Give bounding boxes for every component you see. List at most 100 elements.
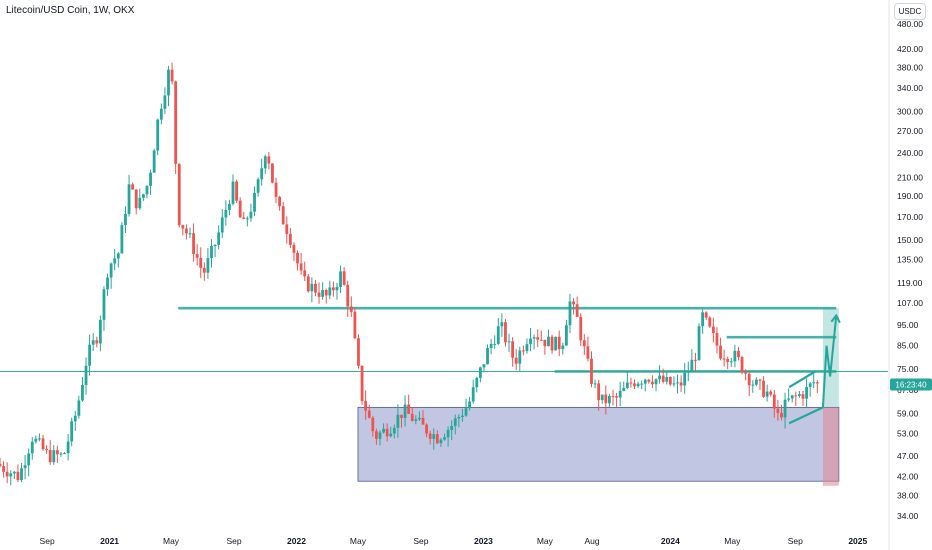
candle-body-65 <box>231 181 235 204</box>
candle-body-62 <box>220 217 224 233</box>
candle-body-141 <box>504 322 507 343</box>
candle-body-106 <box>378 432 382 439</box>
candle-body-161 <box>575 304 579 317</box>
candle-body-169 <box>604 394 608 404</box>
x-axis[interactable]: Sep 2021 May Sep 2022 May Sep 2023 May Aug 2024 May… <box>40 536 868 546</box>
candle-body-164 <box>586 346 590 359</box>
candle-body-3 <box>9 473 13 477</box>
y-tick-label: 38.00 <box>897 490 919 500</box>
candle-body-120 <box>428 433 432 439</box>
candle-body-158 <box>564 325 568 346</box>
y-tick-label: 59.00 <box>897 409 919 419</box>
candle-body-149 <box>532 337 536 339</box>
candle-body-21 <box>73 415 77 422</box>
candle-body-2 <box>5 471 9 477</box>
candle-body-92 <box>328 287 332 296</box>
candle-body-180 <box>643 379 647 384</box>
candle-body-101 <box>360 365 364 402</box>
wedge-lower-line <box>788 406 824 425</box>
currency-selector-button[interactable]: USDC <box>894 3 926 20</box>
candle-body-150 <box>536 337 540 340</box>
candle-body-121 <box>432 434 436 439</box>
candle-body-72 <box>256 179 260 193</box>
candle-body-79 <box>281 206 285 225</box>
y-tick-label: 135.00 <box>897 255 923 265</box>
candle-body-184 <box>658 375 661 380</box>
candle-body-151 <box>539 339 543 341</box>
candle-body-183 <box>654 379 658 385</box>
candle-body-67 <box>238 200 242 218</box>
candle-body-228 <box>815 382 819 384</box>
y-tick-label: 42.00 <box>897 472 919 482</box>
candle-body-215 <box>769 391 773 395</box>
candle-body-87 <box>310 283 314 292</box>
candle-body-110 <box>392 427 396 434</box>
candle-body-29 <box>102 289 106 320</box>
candle-body-195 <box>697 326 701 361</box>
candle-body-193 <box>690 359 694 372</box>
candle-body-46 <box>163 95 167 109</box>
candle-body-64 <box>228 203 231 210</box>
candle-body-226 <box>808 383 812 387</box>
candle-body-227 <box>812 382 816 384</box>
candle-body-6 <box>20 468 23 481</box>
candle-body-47 <box>167 69 170 96</box>
candle-body-10 <box>34 438 38 442</box>
candle-body-173 <box>618 390 622 398</box>
candle-body-185 <box>661 375 665 382</box>
candle-body-13 <box>45 449 49 451</box>
candle-body-20 <box>70 421 74 442</box>
candle-body-7 <box>23 465 27 469</box>
price-badge-bg <box>890 378 932 391</box>
candle-body-115 <box>410 413 414 421</box>
candle-body-214 <box>765 391 769 397</box>
candle-body-131 <box>468 401 472 409</box>
candle-body-223 <box>798 394 801 397</box>
candle-body-124 <box>443 437 446 440</box>
candle-body-37 <box>131 184 135 190</box>
candle-body-112 <box>400 414 403 418</box>
candle-body-57 <box>202 267 206 273</box>
candle-body-0 <box>0 463 2 467</box>
candle-body-152 <box>543 339 547 347</box>
chart-title: Litecoin/USD Coin, 1W, OKX <box>6 5 135 16</box>
y-axis[interactable]: 480.00 420.00 380.00 340.00 300.00 270.00 240.… <box>888 0 923 550</box>
candle-body-126 <box>450 425 454 430</box>
candle-body-93 <box>331 287 335 291</box>
candle-body-102 <box>364 401 368 411</box>
candle-body-123 <box>439 439 443 444</box>
candle-body-179 <box>640 383 644 385</box>
candle-body-39 <box>138 197 142 209</box>
candle-body-208 <box>744 372 748 374</box>
x-tick-label: 2022 <box>287 536 306 546</box>
x-tick-label: May <box>537 536 554 546</box>
candle-body-218 <box>780 412 783 418</box>
candle-body-19 <box>66 441 70 454</box>
candle-body-147 <box>525 344 529 352</box>
candle-body-91 <box>324 289 328 296</box>
candle-body-45 <box>159 108 163 120</box>
candle-body-38 <box>134 189 138 209</box>
candle-body-122 <box>435 434 439 444</box>
candle-body-70 <box>249 211 253 219</box>
x-tick-label: 2023 <box>474 536 493 546</box>
candle-body-34 <box>120 225 124 254</box>
candle-body-42 <box>149 172 152 186</box>
candle-body-30 <box>106 277 109 290</box>
candle-body-15 <box>52 450 56 463</box>
candle-body-16 <box>55 450 59 455</box>
wedge-upper-line <box>788 370 816 389</box>
candle-body-138 <box>493 343 497 345</box>
candle-body-104 <box>371 417 375 432</box>
x-tick-label: Sep <box>40 536 55 546</box>
candle-body-56 <box>199 257 203 268</box>
candle-body-77 <box>274 182 278 197</box>
candle-body-144 <box>514 357 518 364</box>
x-tick-label: Sep <box>788 536 803 546</box>
y-tick-label: 190.00 <box>897 191 923 201</box>
candle-body-80 <box>285 224 289 234</box>
candle-body-8 <box>27 453 31 466</box>
candle-body-139 <box>496 326 500 344</box>
